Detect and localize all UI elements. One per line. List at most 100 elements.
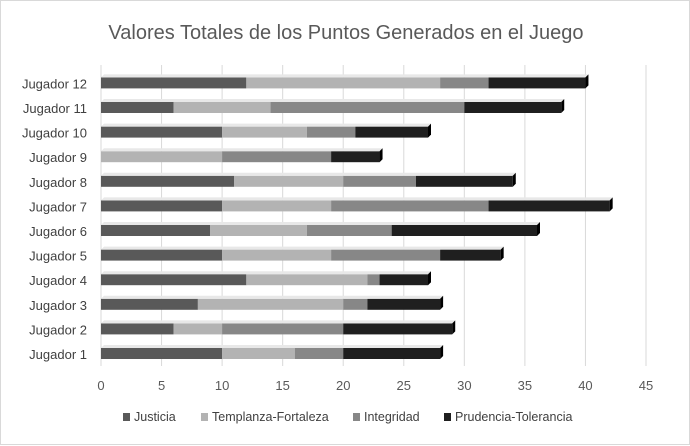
bar-segment bbox=[306, 225, 392, 236]
bar-end-face bbox=[428, 123, 431, 138]
x-tick-label: 45 bbox=[639, 378, 653, 393]
bar-segment bbox=[101, 200, 223, 212]
bar-segment bbox=[415, 175, 513, 187]
bar-segment bbox=[343, 348, 441, 359]
bar-segment bbox=[440, 249, 501, 261]
bar-segment bbox=[306, 126, 356, 138]
bar-segment bbox=[101, 175, 235, 187]
bar-end-face bbox=[500, 246, 504, 261]
bar-top-face bbox=[101, 74, 589, 78]
category-label: Jugador 5 bbox=[29, 249, 87, 264]
bar-segment bbox=[488, 200, 610, 212]
bar-top-face bbox=[101, 222, 540, 225]
bar-segment bbox=[294, 348, 344, 359]
bar-segment bbox=[343, 323, 453, 335]
category-label: Jugador 1 bbox=[29, 347, 87, 362]
bar-segment bbox=[210, 225, 307, 236]
bar-end-face bbox=[440, 295, 444, 310]
legend: Justicia Templanza-Fortaleza Integridad Pru… bbox=[123, 410, 572, 424]
bar-top-face bbox=[101, 123, 431, 127]
category-label: Jugador 10 bbox=[22, 126, 87, 141]
bar-top-face bbox=[101, 345, 444, 348]
x-tick-label: 15 bbox=[275, 378, 289, 393]
bar-segment bbox=[331, 249, 441, 261]
bar-segment bbox=[391, 225, 537, 236]
bar-top-face bbox=[101, 246, 504, 250]
x-tick-label: 40 bbox=[578, 378, 592, 393]
bar-top-face bbox=[101, 320, 456, 324]
bar-end-face bbox=[585, 74, 589, 89]
y-axis-categories: Jugador 1 Jugador 2 Jugador 3 Jugador 4 Juga… bbox=[22, 76, 87, 362]
category-label: Jugador 3 bbox=[29, 298, 87, 313]
x-tick-label: 0 bbox=[97, 378, 104, 393]
bar-end-face bbox=[561, 99, 565, 113]
bar-segment bbox=[222, 126, 307, 138]
bar-segment bbox=[101, 274, 247, 286]
bar-segment bbox=[101, 298, 198, 310]
bar-top-face bbox=[101, 271, 431, 275]
legend-swatch bbox=[123, 413, 130, 421]
bar-segment bbox=[222, 151, 332, 163]
bar-segment bbox=[101, 249, 223, 261]
bar-segment bbox=[379, 274, 428, 286]
bar-segment bbox=[331, 200, 489, 212]
bar-end-face bbox=[379, 148, 383, 163]
bar-segment bbox=[343, 175, 416, 187]
x-tick-label: 25 bbox=[397, 378, 411, 393]
bar-segment bbox=[464, 102, 562, 113]
category-label: Jugador 11 bbox=[23, 101, 87, 116]
bar-end-face bbox=[537, 222, 540, 236]
legend-swatch bbox=[353, 413, 360, 421]
legend-label: Prudencia-Tolerancia bbox=[455, 410, 572, 424]
bar-segment bbox=[222, 200, 332, 212]
x-tick-label: 30 bbox=[457, 378, 471, 393]
category-label: Jugador 7 bbox=[29, 199, 87, 214]
bar-segment bbox=[331, 151, 380, 163]
bar-segment bbox=[222, 249, 332, 261]
bar-top-face bbox=[101, 148, 383, 152]
bar-segment bbox=[173, 102, 271, 113]
chart-title: Valores Totales de los Puntos Generados … bbox=[108, 22, 583, 44]
bar-end-face bbox=[512, 172, 516, 187]
bar-segment bbox=[101, 126, 223, 138]
bar-segment bbox=[222, 323, 344, 335]
category-label: Jugador 9 bbox=[29, 150, 87, 165]
bar-segment bbox=[367, 274, 380, 286]
bar-top-face bbox=[101, 295, 444, 299]
x-axis-ticks: 0 5 10 15 20 25 30 35 40 45 bbox=[97, 378, 653, 393]
bar-segment bbox=[355, 126, 428, 138]
bar-segment bbox=[222, 348, 295, 359]
legend-swatch bbox=[444, 413, 451, 421]
category-label: Jugador 12 bbox=[22, 76, 87, 91]
bar-segment bbox=[488, 77, 586, 89]
x-tick-label: 35 bbox=[518, 378, 532, 393]
bar-segment bbox=[343, 298, 368, 310]
legend-swatch bbox=[201, 413, 208, 421]
bar-segment bbox=[234, 175, 344, 187]
bar-end-face bbox=[440, 345, 444, 359]
bar-segment bbox=[246, 77, 441, 89]
category-label: Jugador 4 bbox=[29, 273, 87, 288]
bar-end-face bbox=[428, 271, 431, 286]
bar-segment bbox=[367, 298, 441, 310]
bar-segment bbox=[440, 77, 489, 89]
x-tick-label: 10 bbox=[215, 378, 229, 393]
bar-segment bbox=[246, 274, 368, 286]
bar-segment bbox=[270, 102, 465, 113]
bar-top-face bbox=[101, 99, 565, 102]
category-label: Jugador 6 bbox=[29, 224, 87, 239]
legend-label: Justicia bbox=[134, 410, 176, 424]
bars bbox=[101, 74, 613, 359]
bar-top-face bbox=[101, 197, 613, 201]
bar-segment bbox=[101, 225, 210, 236]
bar-segment bbox=[197, 298, 344, 310]
bar-segment bbox=[101, 77, 247, 89]
bar-segment bbox=[101, 348, 223, 359]
bar-end-face bbox=[609, 197, 613, 212]
legend-label: Templanza-Fortaleza bbox=[212, 410, 329, 424]
legend-label: Integridad bbox=[364, 410, 420, 424]
bar-segment bbox=[101, 151, 223, 163]
bar-segment bbox=[101, 323, 174, 335]
